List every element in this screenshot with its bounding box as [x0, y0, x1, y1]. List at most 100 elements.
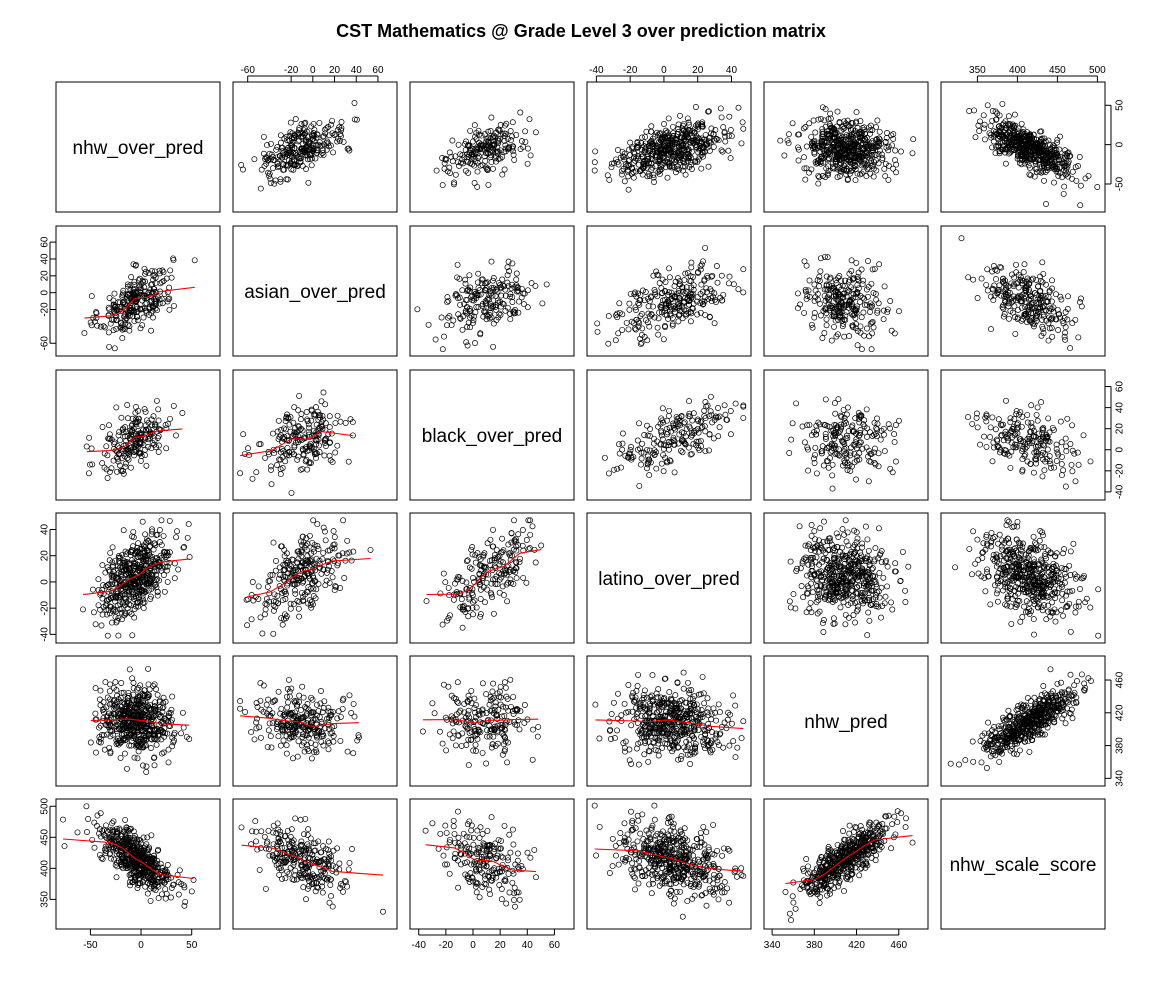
data-point [250, 597, 257, 604]
data-point [305, 134, 312, 141]
data-point [627, 152, 634, 158]
data-point [852, 177, 859, 184]
data-point [677, 112, 683, 119]
data-point [1028, 402, 1035, 409]
data-point [273, 558, 279, 564]
data-point [288, 166, 295, 173]
data-point [681, 134, 688, 141]
data-point [471, 122, 478, 129]
data-point [834, 108, 841, 115]
data-point [715, 405, 721, 411]
data-point [127, 464, 134, 471]
data-point [740, 266, 747, 273]
data-point [446, 164, 453, 171]
data-point [803, 262, 810, 269]
data-point [290, 601, 297, 608]
data-point [852, 415, 859, 422]
data-point [323, 125, 330, 132]
data-point [320, 389, 327, 396]
data-point [695, 123, 701, 130]
data-point [821, 330, 828, 336]
data-point [99, 460, 106, 467]
data-point [710, 435, 717, 442]
data-point [511, 156, 518, 163]
data-point [495, 126, 502, 133]
data-point [322, 582, 329, 589]
data-point [646, 472, 653, 479]
data-point [621, 178, 628, 185]
data-point [331, 534, 338, 540]
data-point [142, 531, 149, 538]
data-point [302, 119, 309, 126]
data-point [323, 146, 330, 153]
data-point [626, 146, 633, 153]
data-point [351, 100, 358, 106]
data-point [513, 132, 520, 138]
data-point [1043, 201, 1049, 207]
data-point [266, 150, 273, 157]
data-point [664, 129, 671, 136]
data-point [119, 335, 126, 342]
points [83, 397, 186, 481]
data-point [592, 148, 599, 155]
data-point [455, 141, 462, 148]
data-point [283, 150, 290, 157]
points [238, 100, 360, 192]
data-point [651, 179, 657, 185]
data-point [1020, 269, 1027, 276]
data-point [1075, 334, 1082, 341]
data-point [874, 415, 880, 422]
data-point [705, 108, 712, 115]
data-point [816, 283, 823, 290]
data-point [490, 165, 496, 172]
points [594, 244, 747, 348]
data-point [656, 280, 663, 286]
data-point [1003, 397, 1009, 404]
data-point [99, 424, 106, 430]
points [243, 517, 374, 637]
data-point [1064, 415, 1071, 422]
data-point [474, 183, 481, 190]
data-point [289, 154, 295, 161]
data-point [433, 167, 440, 174]
data-point [1072, 478, 1079, 485]
data-point [271, 157, 278, 163]
data-point [258, 166, 265, 173]
data-point [342, 420, 349, 426]
data-point [268, 466, 274, 473]
data-point [1078, 295, 1084, 302]
data-point [682, 171, 689, 178]
data-point [174, 528, 180, 535]
panel-latino_over_pred-vs-nhw_over_pred [55, 512, 221, 644]
data-point [1069, 320, 1076, 327]
data-point [288, 489, 295, 496]
data-point [619, 153, 626, 160]
data-point [619, 326, 626, 333]
data-point [88, 445, 95, 452]
data-point [858, 346, 865, 353]
data-point [803, 143, 810, 150]
data-point [83, 443, 90, 450]
data-point [98, 622, 105, 629]
panel-black_over_pred-vs-nhw_scale_score [940, 369, 1106, 501]
data-point [475, 127, 482, 134]
data-point [788, 436, 795, 443]
data-point [712, 127, 719, 133]
data-point [891, 439, 898, 446]
data-point [264, 583, 271, 590]
data-point [882, 173, 889, 180]
data-point [115, 432, 122, 439]
data-point [965, 414, 971, 421]
data-point [864, 433, 870, 440]
data-point [338, 125, 345, 132]
data-point [133, 404, 139, 410]
data-point [867, 130, 874, 137]
data-point [168, 274, 175, 281]
data-point [532, 282, 539, 289]
data-point [849, 422, 856, 429]
data-point [260, 133, 267, 140]
data-point [722, 133, 729, 140]
data-point [425, 321, 432, 328]
data-point [291, 162, 297, 169]
